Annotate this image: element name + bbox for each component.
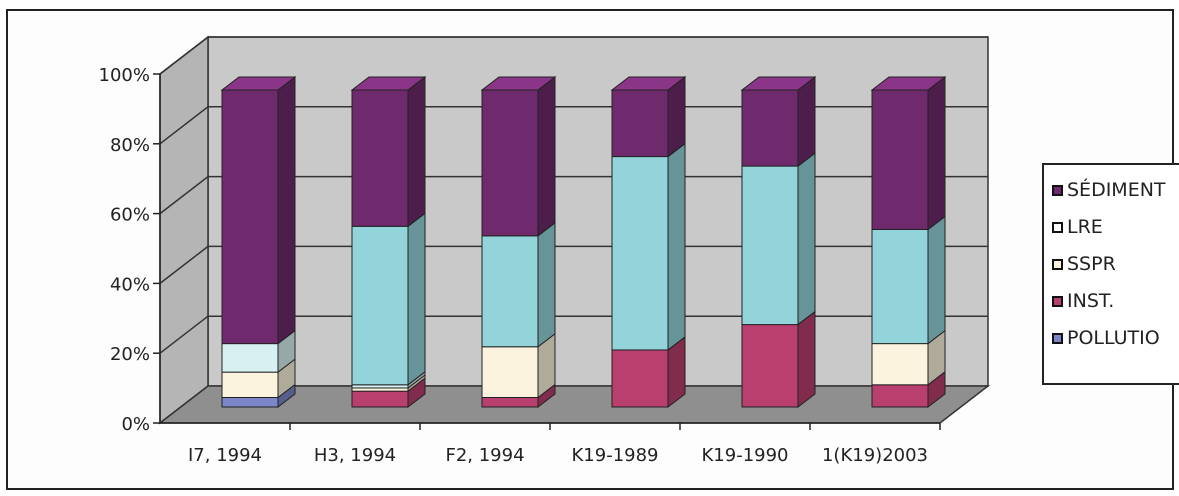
bar-segment-side [537, 75, 556, 237]
bar-segment [611, 89, 669, 158]
legend-swatch-sediment [1052, 184, 1063, 196]
legend: SÉDIMENT LRE SSPR INST. POLLUTIO [1042, 163, 1179, 385]
back-wall [207, 36, 989, 387]
bar-segment [611, 156, 669, 351]
bar-segment [741, 324, 799, 408]
legend-label-sspr: SSPR [1067, 253, 1116, 275]
bar-segment-side [407, 212, 426, 386]
x-tick-label: F2, 1994 [445, 445, 524, 466]
bar-segment-side [797, 152, 816, 326]
bar-segment-side [667, 142, 686, 351]
bar-segment [351, 225, 409, 386]
y-tick-label: 60% [110, 205, 150, 226]
bar-top [480, 76, 557, 91]
legend-label-inst: INST. [1067, 290, 1115, 312]
gridline [159, 315, 988, 354]
legend-item-pollution: POLLUTIO [1052, 323, 1160, 353]
bar-segment [611, 349, 669, 408]
bar-segment [221, 371, 279, 398]
y-tick-label: 100% [99, 65, 150, 86]
side-wall [159, 35, 209, 425]
gridline [159, 106, 988, 145]
legend-item-sspr: SSPR [1052, 249, 1116, 279]
bar-segment-side [277, 75, 296, 345]
x-tick-label: K19-1989 [571, 445, 658, 466]
legend-swatch-sspr [1052, 258, 1063, 270]
legend-swatch-lre [1052, 221, 1063, 233]
legend-item-lre: LRE [1052, 212, 1103, 242]
bar-top [220, 76, 297, 91]
bar-segment [871, 228, 929, 345]
x-tick-label: 1(K19)2003 [822, 445, 928, 466]
legend-swatch-pollution [1052, 332, 1063, 344]
bar-segment [741, 89, 799, 167]
bar-segment [221, 343, 279, 373]
bar-segment [871, 384, 929, 408]
bar-segment [481, 346, 539, 398]
x-tick-label: H3, 1994 [314, 445, 396, 466]
gridline [159, 175, 988, 215]
gridline [159, 245, 988, 284]
bar-segment-side [667, 75, 686, 158]
legend-item-sediment: SÉDIMENT [1052, 175, 1166, 205]
bar-segment-side [797, 310, 816, 409]
bar-segment [481, 89, 539, 237]
bar-segment [481, 396, 539, 408]
bar-segment [871, 343, 929, 386]
legend-swatch-inst [1052, 295, 1063, 307]
bar-segment [351, 89, 409, 227]
bar-segment-side [537, 221, 556, 348]
bar-segment-side [927, 75, 946, 231]
bar-segment [221, 396, 279, 408]
y-tick-label: 80% [110, 135, 150, 156]
bar-segment [871, 89, 929, 230]
bar-top [740, 76, 817, 91]
bar-segment [351, 390, 409, 408]
stacked-bar-chart: 0% 20% 40% 60% 80% 100% I7, 1994 H3, 1994 F2, 19… [99, 35, 991, 466]
y-tick-label: 20% [110, 344, 150, 365]
legend-label-sediment: SÉDIMENT [1067, 179, 1166, 201]
legend-label-pollution: POLLUTIO [1067, 327, 1160, 349]
legend-label-lre: LRE [1067, 216, 1103, 238]
bar-segment [481, 235, 539, 348]
bar-segment-side [797, 75, 816, 168]
bar-segment-side [407, 75, 426, 228]
bar-segment-side [927, 215, 946, 345]
legend-item-inst: INST. [1052, 286, 1114, 316]
bar-segment [741, 165, 799, 326]
gridline [159, 36, 988, 75]
y-tick-label: 0% [121, 414, 150, 435]
y-tick-label: 40% [110, 274, 150, 295]
x-tick-label: K19-1990 [701, 445, 788, 466]
bar-segment [221, 89, 279, 345]
x-tick-label: I7, 1994 [188, 445, 262, 466]
bar-top [350, 76, 427, 91]
bar-top [870, 76, 947, 91]
bar-top [610, 76, 687, 91]
